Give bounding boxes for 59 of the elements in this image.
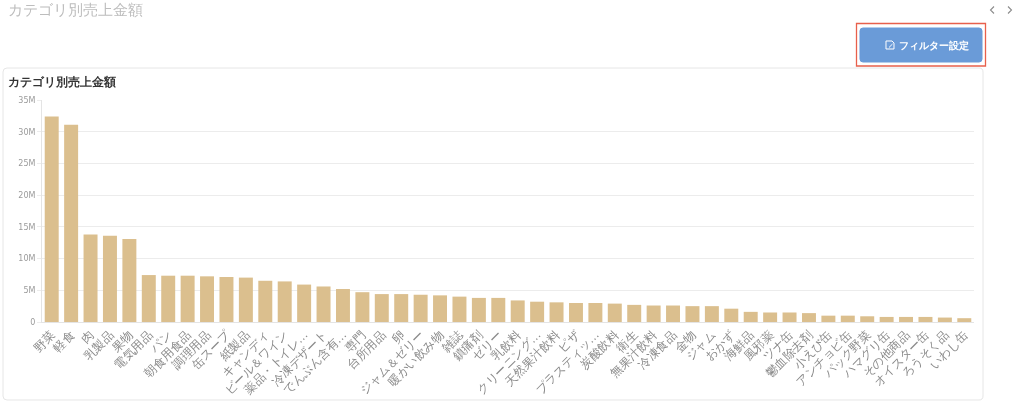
bar <box>64 124 79 322</box>
bar <box>627 304 642 322</box>
bar <box>355 292 370 322</box>
bar <box>258 280 273 322</box>
bar <box>840 315 855 322</box>
bar <box>122 238 137 322</box>
bar <box>685 306 700 322</box>
chart-title: カテゴリ別売上金額 <box>8 75 116 90</box>
bar <box>860 316 875 322</box>
y-tick-label: 10M <box>18 254 36 264</box>
bar <box>724 308 739 322</box>
bar <box>374 294 389 322</box>
bar <box>491 297 506 322</box>
bar <box>763 312 778 322</box>
bar <box>219 276 234 322</box>
bar <box>316 286 331 322</box>
bar <box>918 316 933 322</box>
bar <box>937 317 952 322</box>
text: カテゴリ別売上金額 <box>8 1 143 19</box>
bar <box>83 234 98 322</box>
bar <box>297 284 312 322</box>
bar <box>530 301 545 322</box>
bar <box>277 281 292 322</box>
text: フィルター設定 <box>899 40 969 51</box>
bar <box>957 318 972 322</box>
bar <box>704 306 719 322</box>
y-tick-label: 0 <box>30 317 36 327</box>
y-tick-label: 25M <box>18 159 36 169</box>
bar <box>200 276 215 322</box>
bar <box>413 294 428 322</box>
bar <box>879 316 894 322</box>
y-tick-label: 20M <box>18 190 36 200</box>
bar <box>433 295 448 322</box>
bar <box>44 116 59 322</box>
y-tick-label: 15M <box>18 222 36 232</box>
bar <box>180 275 195 322</box>
y-tick-label: 35M <box>18 95 36 105</box>
bar <box>782 312 797 322</box>
bar <box>549 302 564 322</box>
bar <box>452 296 467 322</box>
bar <box>646 305 661 322</box>
y-tick-label: 30M <box>18 127 36 137</box>
bar <box>394 294 409 322</box>
bar <box>102 235 117 322</box>
bar <box>899 316 914 322</box>
bar <box>568 302 583 322</box>
bar <box>161 275 176 322</box>
bar <box>666 305 681 322</box>
bar <box>510 300 525 322</box>
bar <box>588 302 603 322</box>
y-tick-label: 5M <box>23 286 36 296</box>
bar <box>471 297 486 322</box>
bar <box>801 313 816 322</box>
bar <box>335 289 350 322</box>
bar <box>141 275 156 322</box>
bar <box>238 277 253 322</box>
bar <box>821 315 836 322</box>
bar <box>607 303 622 322</box>
bar <box>743 311 758 322</box>
